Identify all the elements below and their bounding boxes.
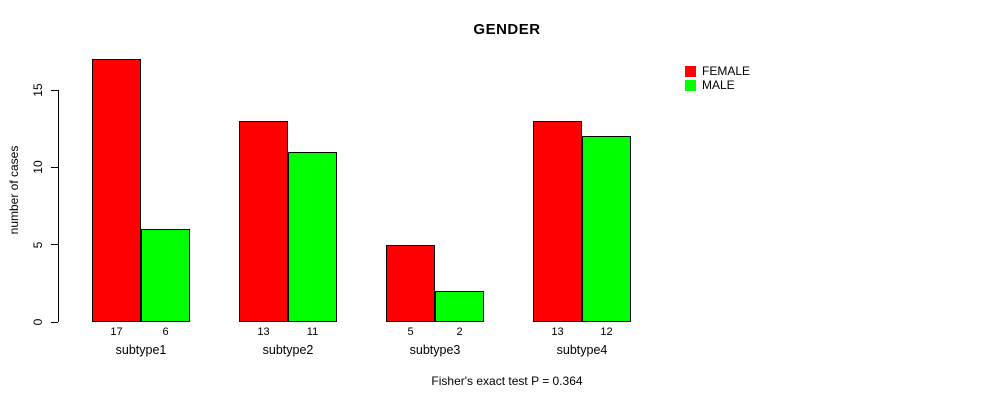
bar-female-subtype4 (533, 120, 582, 322)
y-tick-mark-0 (51, 321, 58, 323)
bar-value-female-subtype2: 13 (257, 326, 270, 338)
bar-value-female-subtype4: 13 (551, 326, 564, 338)
category-label-subtype2: subtype2 (262, 343, 314, 357)
y-tick-mark-15 (51, 89, 58, 91)
bar-male-subtype4 (582, 136, 631, 322)
y-tick-mark-5 (51, 244, 58, 246)
bar-male-subtype3 (435, 291, 484, 322)
bar-value-male-subtype4: 12 (600, 326, 613, 338)
bar-male-subtype2 (288, 151, 337, 322)
legend-label-female: FEMALE (702, 64, 751, 78)
category-label-subtype1: subtype1 (115, 343, 167, 357)
female-color-swatch (685, 66, 696, 77)
bar-value-female-subtype1: 17 (110, 326, 123, 338)
bar-male-subtype1 (141, 229, 190, 322)
bar-female-subtype2 (239, 120, 288, 322)
y-tick-label-10: 10 (31, 160, 45, 175)
bar-value-female-subtype3: 5 (407, 326, 414, 338)
bar-female-subtype1 (92, 59, 141, 322)
category-label-subtype4: subtype4 (556, 343, 608, 357)
y-tick-label-5: 5 (31, 241, 45, 248)
stat-test-annotation: Fisher's exact test P = 0.364 (431, 374, 583, 388)
legend: FEMALE MALE (685, 64, 751, 92)
y-tick-label-0: 0 (31, 318, 45, 326)
y-tick-mark-10 (51, 166, 58, 168)
y-axis-title: number of cases (7, 145, 21, 235)
y-axis-line (58, 90, 59, 322)
bar-female-subtype3 (386, 244, 435, 322)
bar-value-male-subtype1: 6 (162, 326, 169, 338)
bar-value-male-subtype3: 2 (456, 326, 463, 338)
bar-value-male-subtype2: 11 (306, 326, 319, 338)
male-color-swatch (685, 80, 696, 91)
legend-item-female: FEMALE (685, 64, 751, 78)
y-tick-label-15: 15 (31, 83, 45, 97)
category-label-subtype3: subtype3 (409, 343, 461, 357)
legend-label-male: MALE (702, 78, 735, 92)
chart-title: GENDER (473, 21, 541, 38)
legend-item-male: MALE (685, 78, 750, 92)
